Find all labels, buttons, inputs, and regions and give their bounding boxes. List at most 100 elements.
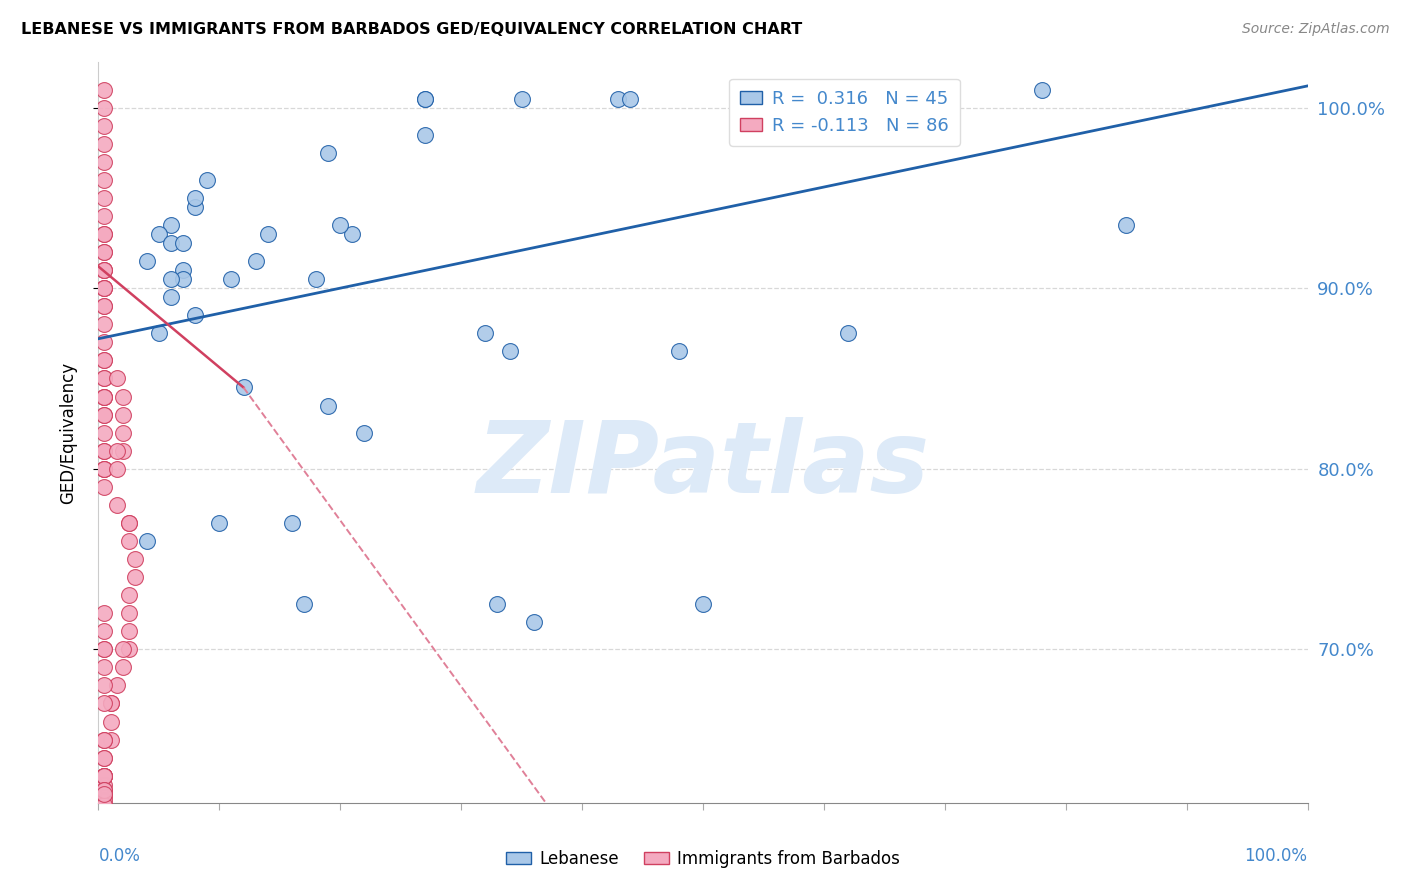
Text: ZIPatlas: ZIPatlas (477, 417, 929, 515)
Point (100, 714, 122, 729)
Point (93, 697, 115, 711)
Point (93, 227, 115, 241)
Point (789, 91, 811, 105)
Point (105, 443, 128, 458)
Point (93, 154, 115, 169)
Point (93, 425, 115, 440)
Point (118, 533, 141, 548)
Point (607, 91, 630, 105)
Point (93, 732, 115, 747)
Point (93, 660, 115, 674)
Point (93, 769, 115, 783)
Point (93, 769, 115, 783)
Point (316, 145, 339, 160)
Point (474, 326, 496, 341)
Point (486, 597, 509, 611)
Point (93, 778, 115, 792)
Point (93, 299, 115, 313)
Point (93, 390, 115, 404)
Point (93, 790, 115, 805)
Point (111, 443, 134, 458)
Point (93, 624, 115, 639)
Point (619, 91, 641, 105)
Point (93, 783, 115, 797)
Point (93, 750, 115, 764)
Point (93, 191, 115, 205)
Point (353, 425, 375, 440)
Legend: R =  0.316   N = 45, R = -0.113   N = 86: R = 0.316 N = 45, R = -0.113 N = 86 (730, 78, 960, 145)
Point (100, 732, 122, 747)
Point (93, 480, 115, 494)
Point (105, 678, 128, 692)
Point (160, 272, 183, 286)
Point (93, 353, 115, 368)
Point (184, 200, 207, 214)
Point (93, 318, 115, 332)
Point (111, 660, 134, 674)
Point (93, 750, 115, 764)
Point (305, 272, 328, 286)
Point (184, 308, 207, 322)
Point (93, 263, 115, 277)
Text: Source: ZipAtlas.com: Source: ZipAtlas.com (1241, 22, 1389, 37)
Point (93, 245, 115, 260)
Point (111, 408, 134, 422)
Point (498, 344, 520, 359)
Point (1115, 218, 1137, 232)
Point (292, 597, 315, 611)
Point (93, 794, 115, 808)
Point (135, 254, 157, 268)
Point (93, 335, 115, 350)
Point (1031, 82, 1053, 96)
Point (93, 787, 115, 801)
Point (148, 227, 170, 241)
Point (692, 597, 714, 611)
Point (148, 326, 170, 341)
Point (93, 227, 115, 241)
Point (93, 299, 115, 313)
Point (837, 326, 859, 341)
Text: LEBANESE VS IMMIGRANTS FROM BARBADOS GED/EQUIVALENCY CORRELATION CHART: LEBANESE VS IMMIGRANTS FROM BARBADOS GED… (21, 22, 803, 37)
Point (93, 173, 115, 187)
Point (93, 390, 115, 404)
Point (160, 218, 183, 232)
Point (93, 408, 115, 422)
Point (93, 606, 115, 620)
Text: 0.0%: 0.0% (98, 847, 141, 865)
Point (111, 425, 134, 440)
Point (100, 697, 122, 711)
Point (93, 769, 115, 783)
Point (93, 390, 115, 404)
Point (111, 390, 134, 404)
Point (93, 461, 115, 475)
Point (413, 91, 436, 105)
Text: 100.0%: 100.0% (1244, 847, 1308, 865)
Point (105, 461, 128, 475)
Point (208, 516, 231, 530)
Point (118, 624, 141, 639)
Point (329, 218, 352, 232)
Point (93, 443, 115, 458)
Point (124, 570, 146, 584)
Point (160, 235, 183, 250)
Point (93, 209, 115, 223)
Y-axis label: GED/Equivalency: GED/Equivalency (59, 361, 77, 504)
Point (160, 290, 183, 304)
Point (93, 245, 115, 260)
Point (195, 173, 218, 187)
Point (135, 533, 157, 548)
Point (413, 91, 436, 105)
Legend: Lebanese, Immigrants from Barbados: Lebanese, Immigrants from Barbados (499, 844, 907, 875)
Point (93, 353, 115, 368)
Point (93, 136, 115, 151)
Point (118, 588, 141, 602)
Point (93, 281, 115, 295)
Point (100, 697, 122, 711)
Point (124, 552, 146, 566)
Point (281, 516, 304, 530)
Point (93, 371, 115, 385)
Point (118, 516, 141, 530)
Point (172, 263, 194, 277)
Point (93, 769, 115, 783)
Point (232, 380, 254, 394)
